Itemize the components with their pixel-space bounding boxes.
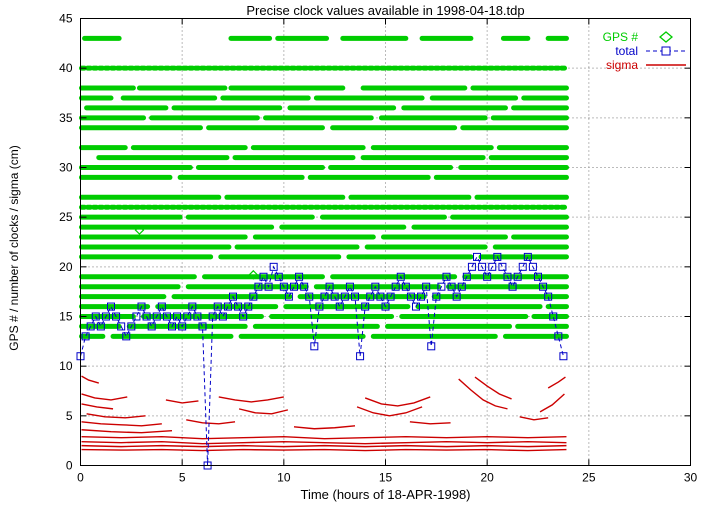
svg-text:10: 10 bbox=[277, 471, 291, 485]
svg-text:5: 5 bbox=[179, 471, 186, 485]
svg-text:0: 0 bbox=[77, 471, 84, 485]
y-axis-label: GPS # / number of clocks / sigma (cm) bbox=[7, 145, 21, 351]
legend-row-gps: GPS # bbox=[560, 30, 688, 44]
svg-text:15: 15 bbox=[379, 471, 393, 485]
svg-text:40: 40 bbox=[59, 61, 73, 75]
legend-row-sigma: sigma bbox=[560, 58, 688, 72]
svg-text:30: 30 bbox=[59, 161, 73, 175]
legend-row-total: total bbox=[560, 44, 688, 58]
svg-text:20: 20 bbox=[59, 260, 73, 274]
legend-gps-label: GPS # bbox=[602, 30, 638, 44]
svg-text:35: 35 bbox=[59, 111, 73, 125]
svg-text:10: 10 bbox=[59, 359, 73, 373]
svg-text:25: 25 bbox=[59, 210, 73, 224]
svg-text:15: 15 bbox=[59, 310, 73, 324]
svg-text:45: 45 bbox=[59, 12, 73, 26]
diamond-marker-icon bbox=[658, 31, 674, 43]
svg-text:25: 25 bbox=[582, 471, 596, 485]
svg-text:5: 5 bbox=[66, 409, 73, 423]
svg-text:30: 30 bbox=[684, 471, 698, 485]
legend-total-label: total bbox=[615, 44, 638, 58]
x-axis-label: Time (hours of 18-APR-1998) bbox=[300, 487, 471, 502]
chart-title: Precise clock values available in 1998-0… bbox=[246, 3, 525, 18]
legend-sigma-label: sigma bbox=[605, 58, 638, 72]
square-marker-icon bbox=[646, 46, 686, 56]
svg-text:0: 0 bbox=[66, 459, 73, 473]
legend: GPS # total sigma bbox=[560, 30, 688, 72]
line-marker-icon bbox=[646, 64, 686, 66]
svg-text:20: 20 bbox=[480, 471, 494, 485]
